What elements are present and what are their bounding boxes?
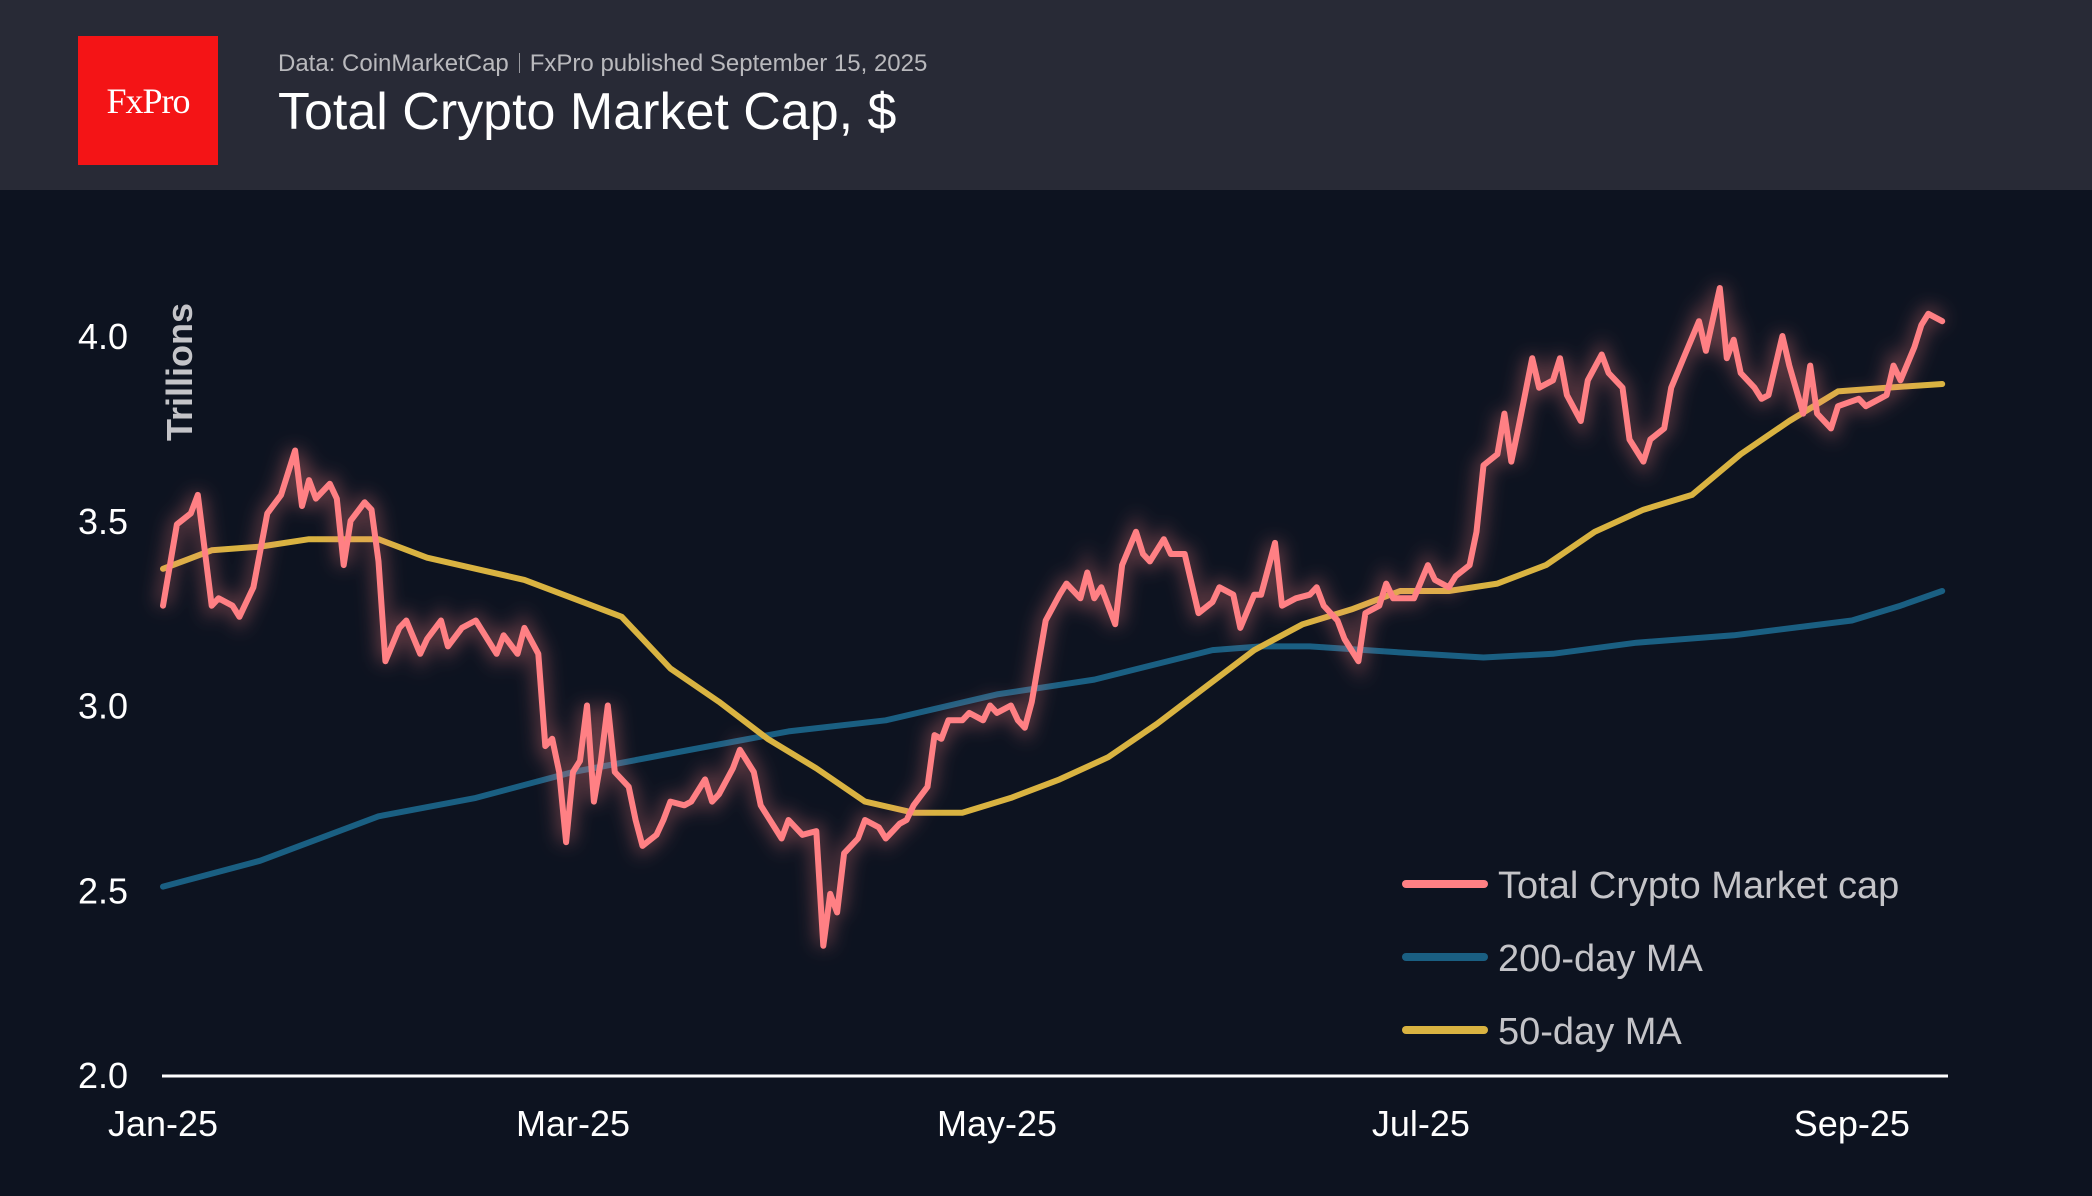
legend-label: 200-day MA [1498,938,1704,980]
legend-item: Total Crypto Market cap [1402,865,1899,907]
x-tick-label: Jul-25 [1372,1103,1470,1144]
series-line-200-day-ma [160,588,1946,890]
x-tick-label: Jan-25 [108,1103,218,1144]
legend-item: 200-day MA [1402,938,1704,980]
series-line-total-crypto-market-cap [160,285,1946,949]
x-tick-label: Mar-25 [516,1103,630,1144]
x-tick-label: Sep-25 [1794,1103,1910,1144]
y-tick-label: 3.5 [78,501,128,542]
data-source: Data: CoinMarketCap [278,50,509,77]
subtitle: Data: CoinMarketCap FxPro published Septe… [278,50,927,78]
separator [518,53,520,73]
series-line-50-day-ma [160,381,1946,816]
logo-text: FxPro [106,80,190,121]
y-tick-label: 2.0 [78,1055,128,1096]
legend-label: Total Crypto Market cap [1498,865,1899,907]
legend: Total Crypto Market cap 200-day MA 50-day … [1402,865,1899,1053]
y-axis-label: Trillions [159,303,200,441]
series-glow [156,286,1946,947]
legend-label: 50-day MA [1498,1011,1682,1053]
published-date: FxPro published September 15, 2025 [529,50,928,77]
header: FxPro Data: CoinMarketCap FxPro published… [0,0,2092,190]
x-tick-label: May-25 [937,1103,1057,1144]
fxpro-logo: FxPro [78,36,218,165]
y-tick-label: 3.0 [78,686,128,727]
legend-item: 50-day MA [1402,1011,1682,1053]
chart-title: Total Crypto Market Cap, $ [278,83,897,141]
y-tick-label: 2.5 [78,870,128,911]
y-tick-label: 4.0 [78,316,128,357]
